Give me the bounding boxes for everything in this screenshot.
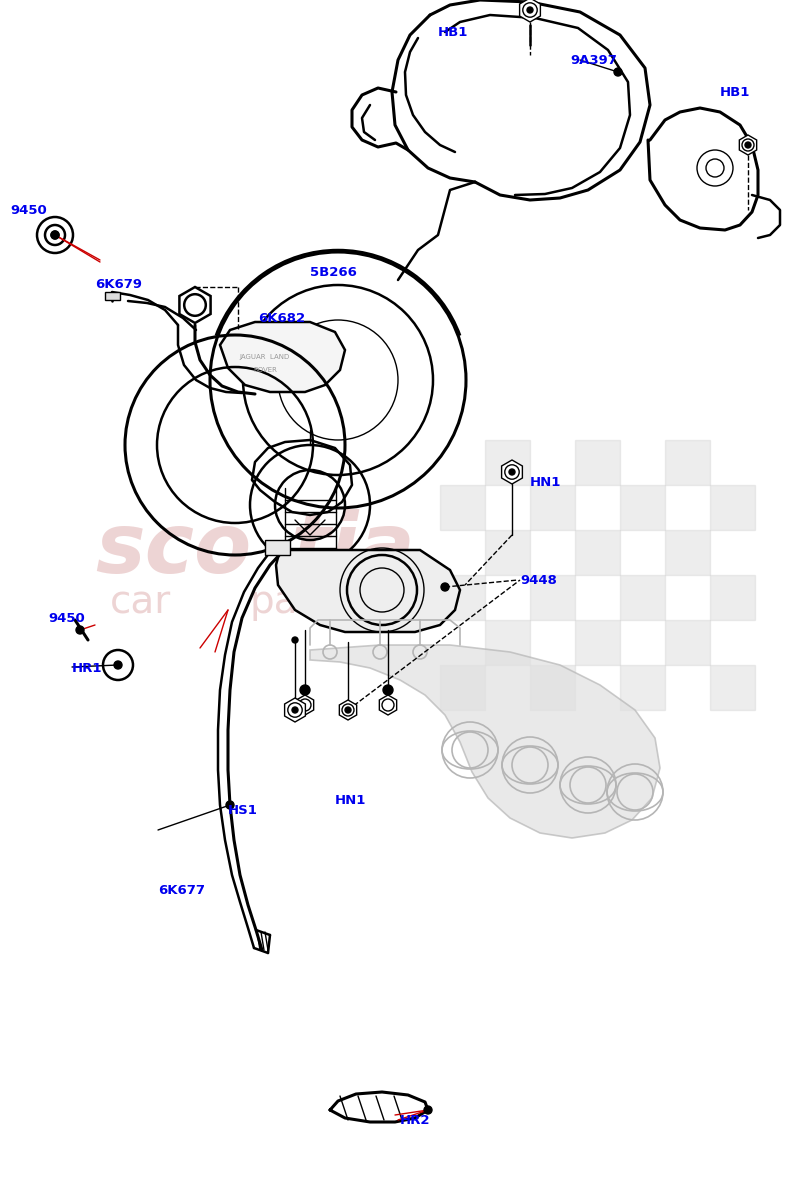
- Circle shape: [114, 661, 122, 670]
- Polygon shape: [520, 0, 540, 22]
- Circle shape: [383, 685, 393, 695]
- Polygon shape: [340, 700, 357, 720]
- Bar: [530, 665, 575, 710]
- Text: HR2: HR2: [400, 1114, 430, 1127]
- Bar: [665, 440, 710, 485]
- Polygon shape: [285, 698, 305, 722]
- Circle shape: [424, 1106, 432, 1114]
- Text: 9450: 9450: [48, 612, 84, 624]
- Text: 6K677: 6K677: [158, 883, 205, 896]
- Bar: [710, 665, 755, 710]
- Text: parts: parts: [250, 583, 350, 622]
- Text: 9448: 9448: [520, 574, 557, 587]
- Polygon shape: [310, 646, 660, 838]
- Text: 9A397: 9A397: [570, 54, 617, 66]
- Text: HB1: HB1: [720, 85, 750, 98]
- Bar: [530, 575, 575, 620]
- Polygon shape: [105, 292, 120, 300]
- Bar: [620, 575, 665, 620]
- Circle shape: [76, 626, 84, 634]
- Circle shape: [292, 637, 298, 643]
- Bar: [620, 485, 665, 530]
- Bar: [575, 530, 620, 575]
- Bar: [440, 575, 485, 620]
- Text: 6K682: 6K682: [258, 312, 305, 324]
- Bar: [710, 575, 755, 620]
- Circle shape: [345, 707, 351, 713]
- Bar: [485, 530, 530, 575]
- Polygon shape: [220, 322, 345, 392]
- Bar: [530, 485, 575, 530]
- Text: HS1: HS1: [228, 804, 258, 816]
- Bar: [665, 530, 710, 575]
- Bar: [485, 620, 530, 665]
- Text: HR1: HR1: [72, 661, 103, 674]
- Circle shape: [51, 230, 59, 239]
- Circle shape: [292, 707, 298, 713]
- Bar: [575, 620, 620, 665]
- Polygon shape: [501, 460, 522, 484]
- Polygon shape: [276, 550, 460, 632]
- Bar: [440, 485, 485, 530]
- Circle shape: [51, 230, 59, 239]
- Bar: [620, 665, 665, 710]
- Text: HN1: HN1: [335, 793, 367, 806]
- Circle shape: [226, 802, 234, 809]
- Circle shape: [300, 685, 310, 695]
- Polygon shape: [296, 695, 314, 715]
- Text: 9450: 9450: [10, 204, 47, 216]
- Bar: [575, 440, 620, 485]
- Circle shape: [614, 68, 622, 76]
- Bar: [710, 485, 755, 530]
- Circle shape: [527, 7, 533, 13]
- Circle shape: [441, 583, 449, 590]
- Text: tia: tia: [290, 510, 414, 590]
- Text: HN1: HN1: [530, 475, 561, 488]
- Text: JAGUAR  LAND: JAGUAR LAND: [240, 354, 290, 360]
- Text: sco: sco: [95, 510, 251, 590]
- Bar: [440, 665, 485, 710]
- Polygon shape: [379, 695, 397, 715]
- Polygon shape: [265, 540, 290, 554]
- Bar: [485, 440, 530, 485]
- Circle shape: [745, 142, 751, 148]
- Bar: [665, 620, 710, 665]
- Text: car: car: [110, 583, 171, 622]
- Polygon shape: [740, 134, 756, 155]
- Circle shape: [509, 469, 515, 475]
- Polygon shape: [179, 287, 210, 323]
- Text: ROVER: ROVER: [253, 367, 277, 373]
- Text: 6K679: 6K679: [95, 278, 142, 292]
- Text: 5B266: 5B266: [310, 265, 357, 278]
- Text: HB1: HB1: [438, 25, 469, 38]
